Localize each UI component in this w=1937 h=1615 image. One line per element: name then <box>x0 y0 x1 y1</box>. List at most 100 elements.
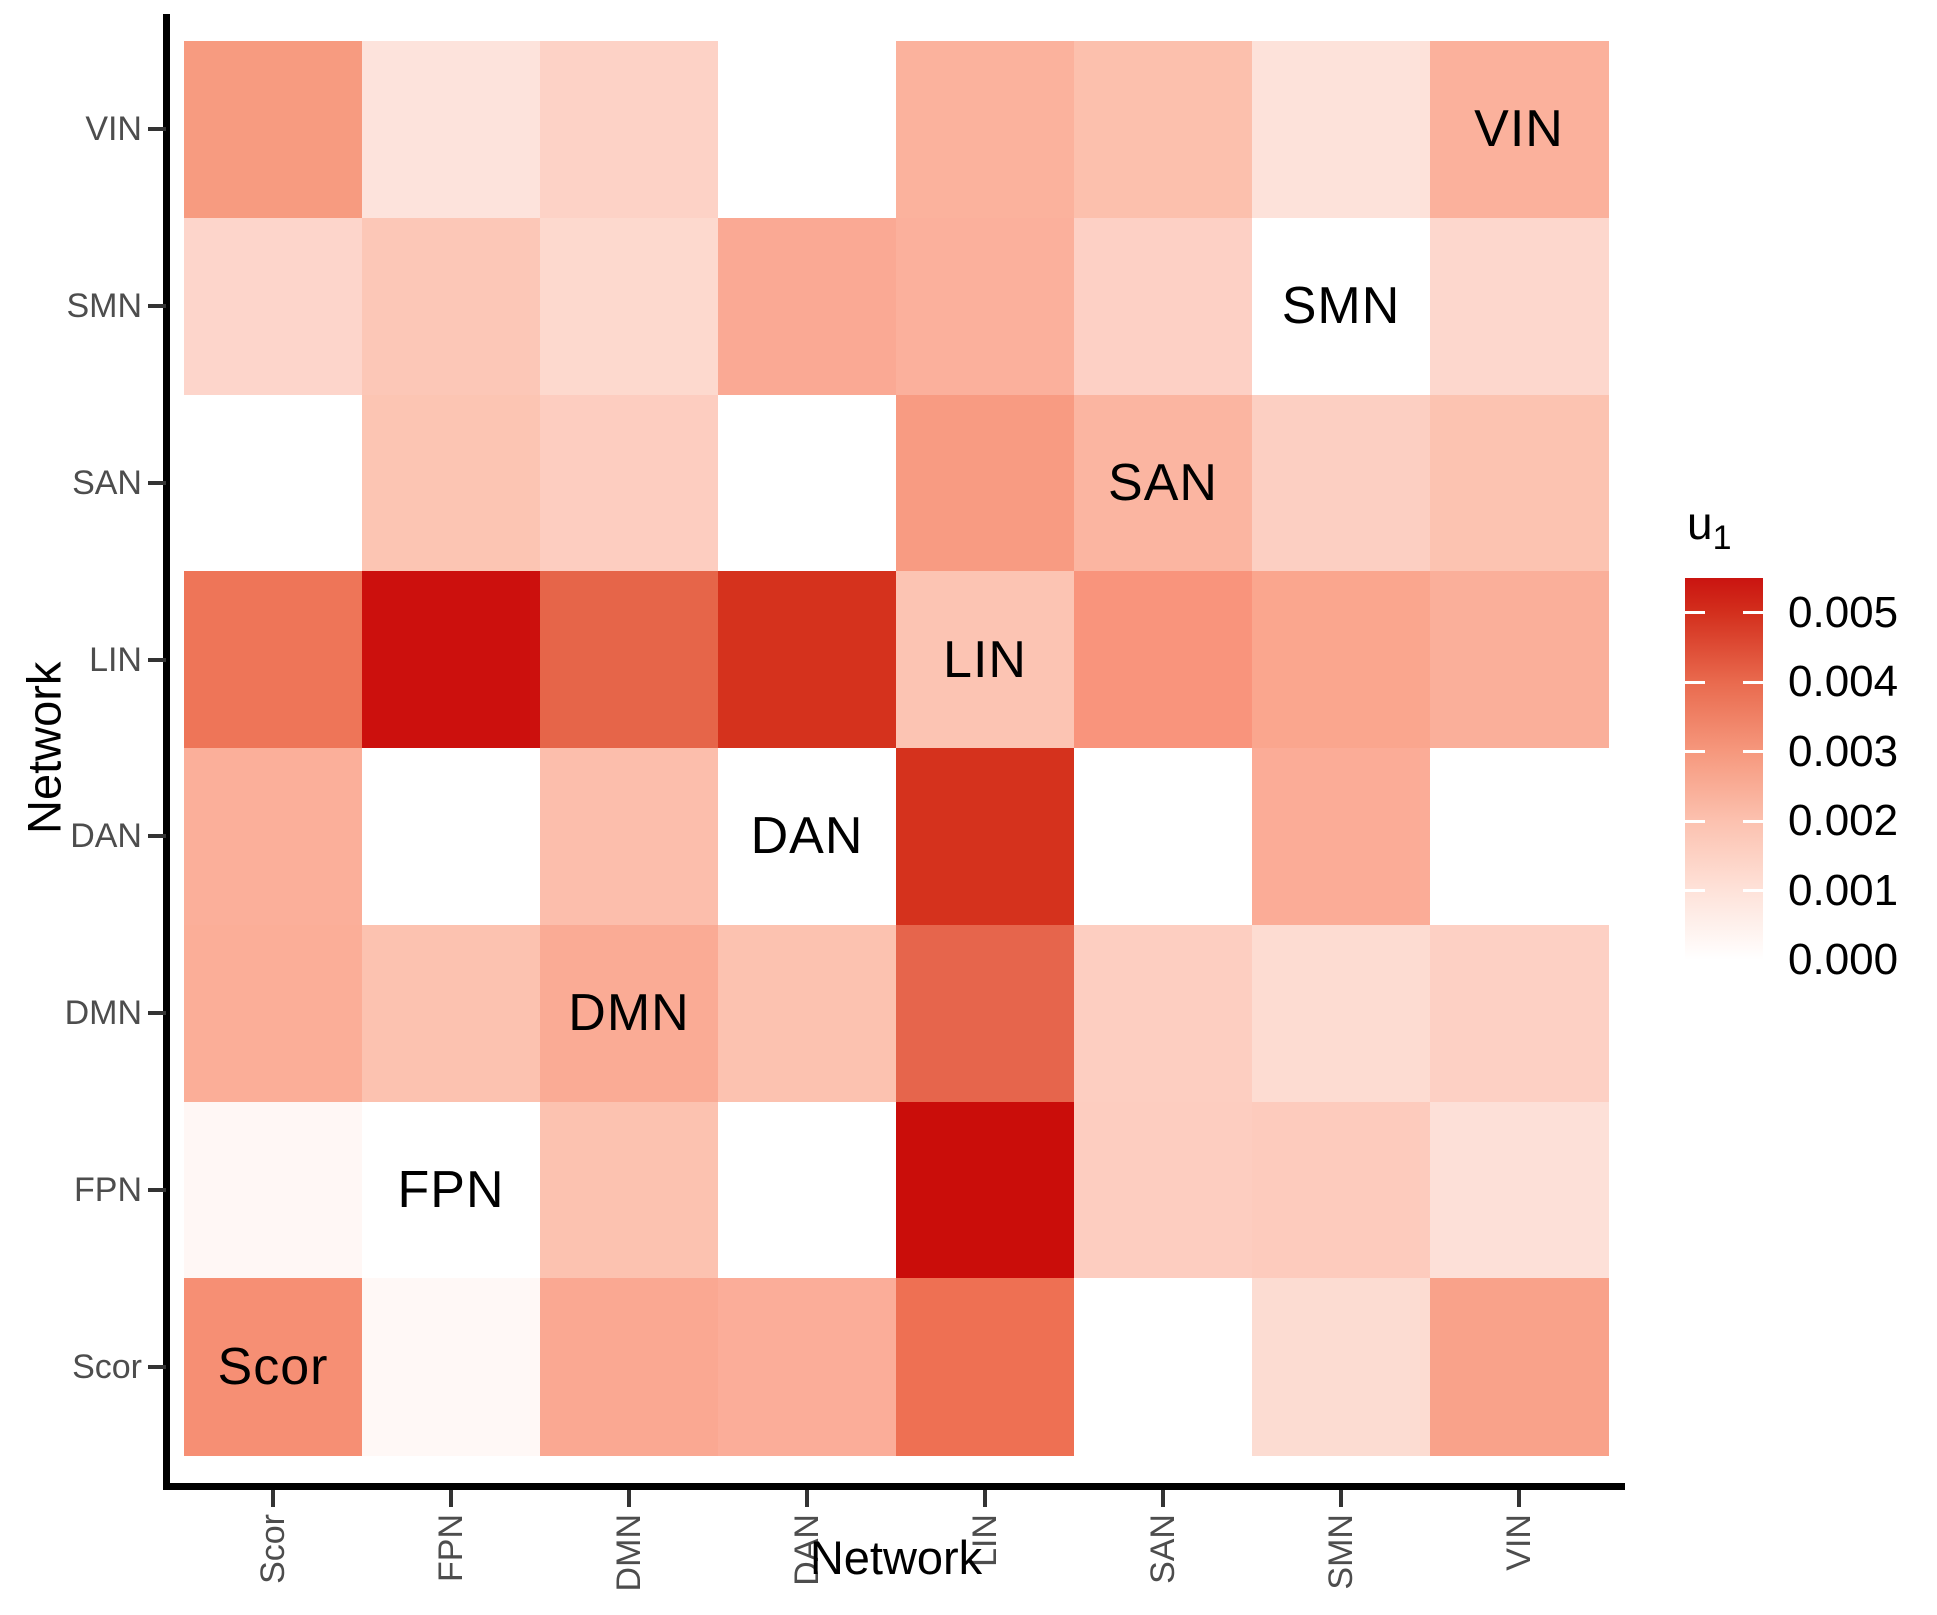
heatmap-cell <box>184 217 363 396</box>
heatmap-cell <box>1430 924 1609 1103</box>
heatmap-cell <box>184 924 363 1103</box>
x-tick-label: DMN <box>610 1514 648 1592</box>
heatmap-cell <box>1430 217 1609 396</box>
diagonal-cell-label: DMN <box>568 984 690 1043</box>
legend-tick-label: 0.003 <box>1788 726 1899 776</box>
heatmap-cell <box>540 217 719 396</box>
legend-title: u1 <box>1687 496 1732 558</box>
x-tick-mark <box>983 1490 987 1507</box>
x-tick-label: SMN <box>1322 1514 1360 1590</box>
heatmap-cell <box>896 571 1075 749</box>
heatmap-cell <box>362 748 541 926</box>
heatmap-cell <box>362 41 541 219</box>
heatmap-cell <box>896 1278 1075 1456</box>
diagonal-cell-label: VIN <box>1474 100 1564 159</box>
legend-gradient-bar <box>1685 578 1763 960</box>
heatmap-cell <box>1430 41 1609 219</box>
y-tick-label: SMN <box>66 287 142 326</box>
diagonal-cell-label: Scor <box>217 1337 329 1396</box>
y-tick-mark <box>148 1187 166 1192</box>
diagonal-cell-label: LIN <box>943 630 1027 689</box>
legend-tick-label: 0.004 <box>1788 657 1899 707</box>
y-tick-label: FPN <box>74 1170 142 1209</box>
legend-tick-mark <box>1743 680 1763 684</box>
legend-tick-mark <box>1685 680 1705 684</box>
x-tick-mark <box>805 1490 809 1507</box>
heatmap-cell <box>718 217 897 396</box>
legend-tick-label: 0.000 <box>1788 935 1899 984</box>
heatmap-cell <box>1074 1278 1253 1456</box>
y-axis-line <box>163 14 170 1490</box>
y-tick-mark <box>148 1364 166 1369</box>
heatmap-cell <box>1074 924 1253 1103</box>
y-axis-title: Network <box>17 661 71 835</box>
heatmap-cell <box>1074 217 1253 396</box>
heatmap-cell <box>718 748 897 926</box>
heatmap-cell <box>184 748 363 926</box>
legend-tick-mark <box>1743 889 1763 892</box>
heatmap-cell <box>896 924 1075 1103</box>
x-tick-label: VIN <box>1500 1514 1538 1571</box>
heatmap-cell <box>1074 571 1253 749</box>
heatmap-cell <box>1252 217 1431 396</box>
legend-tick-label: 0.001 <box>1788 865 1899 915</box>
legend-tick-label: 0.005 <box>1788 587 1899 637</box>
heatmap-cell <box>1074 748 1253 926</box>
heatmap-cell <box>896 1101 1075 1279</box>
x-axis-line <box>163 1483 1625 1490</box>
heatmap-cell <box>718 924 897 1103</box>
heatmap-cell <box>1252 748 1431 926</box>
heatmap-cell <box>718 394 897 572</box>
heatmap-cell <box>540 1101 719 1279</box>
legend-tick-mark <box>1743 611 1763 615</box>
legend-tick-mark <box>1685 819 1705 823</box>
y-tick-label: SAN <box>72 463 142 502</box>
heatmap-cell <box>540 924 719 1103</box>
heatmap-cell <box>540 1278 719 1456</box>
legend-tick-mark <box>1685 750 1705 754</box>
heatmap-cell <box>1430 748 1609 926</box>
heatmap-cell <box>540 394 719 572</box>
y-tick-mark <box>148 480 166 485</box>
heatmap-cell <box>184 571 363 749</box>
heatmap-cell <box>1074 1101 1253 1279</box>
heatmap-cell <box>718 1101 897 1279</box>
heatmap-cell <box>184 394 363 572</box>
heatmap-grid: Scor FPN DMN DAN LIN SAN SMN VIN <box>184 41 1609 1456</box>
diagonal-cell-label: DAN <box>750 807 864 866</box>
heatmap-cell <box>718 41 897 219</box>
heatmap-cell <box>896 394 1075 572</box>
heatmap-cell <box>1430 1278 1609 1456</box>
diagonal-cell-label: SMN <box>1281 277 1401 336</box>
heatmap-cell <box>362 217 541 396</box>
y-tick-label: Scor <box>72 1347 142 1386</box>
heatmap-cell <box>184 1278 363 1456</box>
x-axis-title: Network <box>809 1531 983 1584</box>
heatmap-cell <box>1252 41 1431 219</box>
heatmap-cell <box>1430 1101 1609 1279</box>
x-tick-mark <box>1339 1490 1343 1507</box>
legend-tick-mark <box>1743 750 1763 754</box>
heatmap-cell <box>1252 924 1431 1103</box>
diagonal-cell-label: FPN <box>397 1160 505 1219</box>
heatmap-cell <box>362 571 541 749</box>
y-tick-label: DMN <box>64 994 142 1033</box>
x-tick-mark <box>449 1490 453 1507</box>
heatmap-cell <box>362 394 541 572</box>
heatmap-cell <box>896 217 1075 396</box>
heatmap-cell <box>540 41 719 219</box>
x-tick-label: SAN <box>1144 1514 1182 1584</box>
heatmap-cell <box>540 571 719 749</box>
heatmap-cell <box>184 41 363 219</box>
y-tick-label: DAN <box>70 817 142 856</box>
heatmap-cell <box>1430 571 1609 749</box>
heatmap-cell <box>718 571 897 749</box>
y-tick-label: LIN <box>89 640 142 679</box>
heatmap-cell <box>362 1101 541 1279</box>
heatmap-cell <box>896 748 1075 926</box>
x-tick-mark <box>1161 1490 1165 1507</box>
y-tick-mark <box>148 127 166 132</box>
heatmap-cell <box>1074 394 1253 572</box>
x-tick-label: FPN <box>432 1514 470 1582</box>
